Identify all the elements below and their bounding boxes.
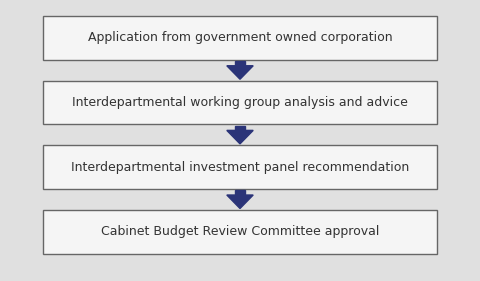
Bar <box>235 126 245 130</box>
Text: Interdepartmental investment panel recommendation: Interdepartmental investment panel recom… <box>71 161 409 174</box>
Text: Application from government owned corporation: Application from government owned corpor… <box>88 31 392 44</box>
Text: Interdepartmental working group analysis and advice: Interdepartmental working group analysis… <box>72 96 408 109</box>
FancyBboxPatch shape <box>43 81 437 124</box>
Polygon shape <box>227 130 253 144</box>
Text: Cabinet Budget Review Committee approval: Cabinet Budget Review Committee approval <box>101 225 379 238</box>
FancyBboxPatch shape <box>43 210 437 253</box>
FancyBboxPatch shape <box>43 16 437 60</box>
FancyBboxPatch shape <box>43 146 437 189</box>
Polygon shape <box>227 195 253 209</box>
Polygon shape <box>227 66 253 79</box>
Bar <box>235 61 245 66</box>
Bar <box>235 190 245 195</box>
